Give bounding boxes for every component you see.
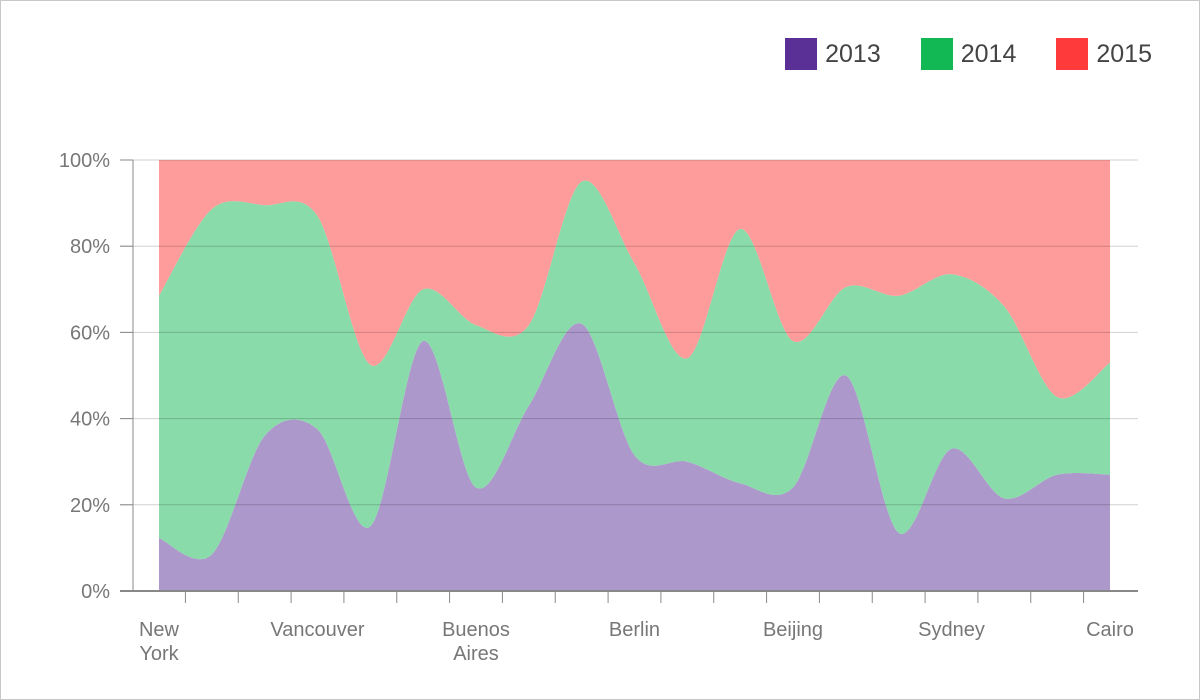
area-series-2013 [159,323,1110,591]
legend-label: 2013 [825,39,881,68]
x-tick-label: Berlin [609,619,660,641]
y-tick-label: 20% [70,495,110,517]
area-series-2015 [159,160,1110,399]
legend-item-2015[interactable]: 2015 [1056,38,1152,70]
legend: 2013 2014 2015 [785,38,1152,70]
area-series-2014 [159,180,1110,560]
y-tick-label: 40% [70,409,110,431]
x-tick-label: Vancouver [270,619,364,641]
x-tick-label: Sydney [918,619,985,641]
y-tick-label: 0% [81,581,110,603]
legend-label: 2015 [1096,39,1152,68]
legend-swatch [920,38,953,70]
y-tick-label: 60% [70,322,110,344]
x-tick-label: Cairo [1086,619,1134,641]
legend-swatch [1056,38,1089,70]
x-tick-label: New York [139,619,180,665]
x-tick-label: Beijing [763,619,823,641]
legend-item-2013[interactable]: 2013 [785,38,881,70]
x-tick-label: Buenos Aires [442,619,510,665]
y-tick-label: 80% [70,236,110,258]
legend-label: 2014 [960,39,1017,68]
y-tick-label: 100% [59,150,110,172]
legend-item-2014[interactable]: 2014 [920,38,1017,70]
legend-swatch [785,38,818,70]
